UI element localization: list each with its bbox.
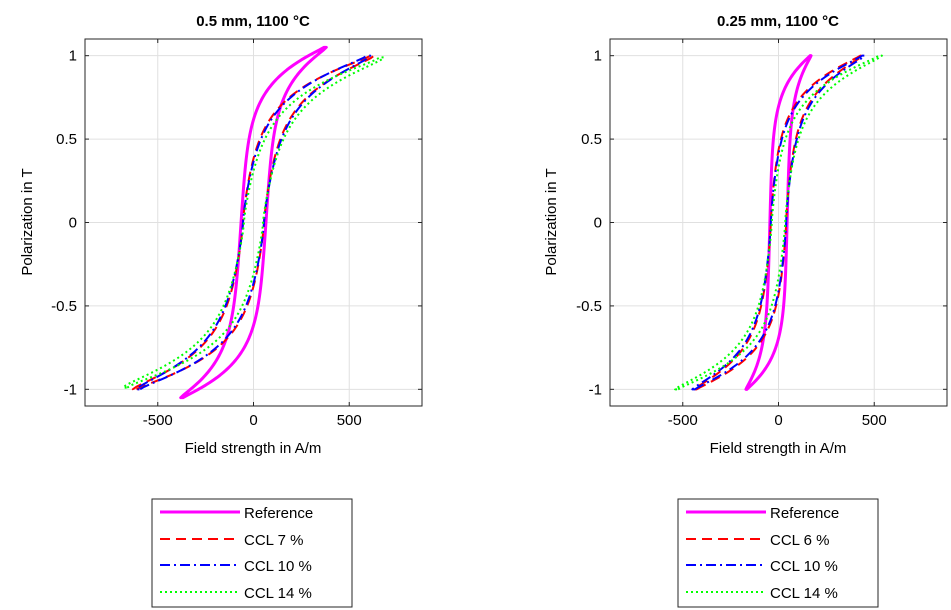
- chart-left-grid: [85, 39, 422, 406]
- chart-left-ylabel: Polarization in T: [19, 168, 36, 275]
- y-tick-label: 0: [594, 215, 602, 232]
- legend-label-ccl-10: CCL 10 %: [244, 558, 312, 575]
- y-tick-label: 1: [69, 48, 77, 65]
- chart-right-title: 0.25 mm, 1100 °C: [717, 13, 839, 30]
- x-tick-label: 0: [774, 412, 782, 429]
- chart-left-legend: Reference CCL 7 % CCL 10 % CCL 14 %: [151, 498, 353, 608]
- chart-right-legend-box: [677, 498, 879, 608]
- x-tick-label: -500: [143, 412, 173, 429]
- y-tick-label: -1: [64, 381, 77, 398]
- chart-left-xlabel: Field strength in A/m: [185, 440, 322, 457]
- legend-label-ccl-14: CCL 14 %: [770, 585, 838, 602]
- chart-right-legend: Reference CCL 6 % CCL 10 % CCL 14 %: [677, 498, 879, 608]
- chart-left-legend-box: [151, 498, 353, 608]
- chart-left-plot-area: -500 0 500 -1 -0.5 0 0.5 1: [51, 38, 423, 429]
- series-reference-right: [744, 54, 813, 391]
- series-ccl-10-left: [135, 54, 372, 391]
- chart-left: 0.5 mm, 1100 °C -500 0 500 -1 -0.5 0 0.5 1 Fiel…: [19, 13, 423, 608]
- y-tick-label: -1: [589, 381, 602, 398]
- chart-right-ylabel: Polarization in T: [543, 168, 560, 275]
- x-tick-label: 500: [862, 412, 887, 429]
- x-tick-label: 0: [249, 412, 257, 429]
- chart-right-xlabel: Field strength in A/m: [710, 440, 847, 457]
- chart-left-title: 0.5 mm, 1100 °C: [196, 13, 310, 30]
- chart-left-curves: [122, 45, 385, 400]
- legend-label-ccl-14: CCL 14 %: [244, 585, 312, 602]
- series-ccl-14-right: [674, 54, 883, 391]
- legend-label-ccl-10: CCL 10 %: [770, 558, 838, 575]
- chart-right-plot-area: -500 0 500 -1 -0.5 0 0.5 1: [576, 38, 948, 429]
- legend-label-reference: Reference: [770, 505, 839, 522]
- chart-right: 0.25 mm, 1100 °C -500 0 500 -1 -0.5 0 0.5 1 Fie…: [543, 13, 948, 608]
- y-tick-label: 0.5: [581, 131, 602, 148]
- series-reference-left: [179, 45, 328, 400]
- chart-right-curves: [674, 54, 883, 391]
- legend-label-ccl-6: CCL 6 %: [770, 532, 829, 549]
- x-tick-label: 500: [337, 412, 362, 429]
- y-tick-label: 0: [69, 215, 77, 232]
- chart-right-grid: [610, 39, 947, 406]
- y-tick-label: -0.5: [51, 298, 77, 315]
- chart-right-ticks: -500 0 500 -1 -0.5 0 0.5 1: [576, 39, 947, 429]
- chart-left-ticks: -500 0 500 -1 -0.5 0 0.5 1: [51, 39, 422, 429]
- y-tick-label: -0.5: [576, 298, 602, 315]
- legend-label-reference: Reference: [244, 505, 313, 522]
- y-tick-label: 1: [594, 48, 602, 65]
- series-ccl-14-left: [122, 56, 385, 389]
- y-tick-label: 0.5: [56, 131, 77, 148]
- x-tick-label: -500: [668, 412, 698, 429]
- legend-label-ccl-7: CCL 7 %: [244, 532, 303, 549]
